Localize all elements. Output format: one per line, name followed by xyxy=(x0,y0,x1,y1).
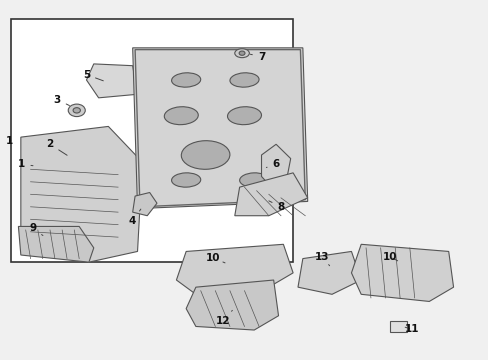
Ellipse shape xyxy=(171,173,200,187)
Polygon shape xyxy=(176,244,292,294)
Text: 4: 4 xyxy=(129,209,141,226)
Text: 13: 13 xyxy=(314,252,329,266)
Text: 12: 12 xyxy=(215,310,232,326)
Text: 1: 1 xyxy=(6,136,14,146)
Text: 2: 2 xyxy=(46,139,67,155)
Ellipse shape xyxy=(171,73,200,87)
Text: 1: 1 xyxy=(18,159,33,169)
Ellipse shape xyxy=(229,73,259,87)
Ellipse shape xyxy=(239,173,268,187)
Polygon shape xyxy=(234,173,307,216)
Text: 5: 5 xyxy=(82,69,103,81)
Ellipse shape xyxy=(68,104,85,117)
Text: 10: 10 xyxy=(205,253,224,263)
Polygon shape xyxy=(132,193,157,216)
Text: 11: 11 xyxy=(404,324,419,334)
Polygon shape xyxy=(389,321,407,332)
Text: 3: 3 xyxy=(54,95,69,105)
Ellipse shape xyxy=(234,49,249,58)
Ellipse shape xyxy=(239,51,244,55)
Text: 6: 6 xyxy=(266,159,279,169)
Polygon shape xyxy=(351,244,453,301)
Polygon shape xyxy=(261,144,290,187)
Polygon shape xyxy=(132,48,307,208)
Ellipse shape xyxy=(164,107,198,125)
Ellipse shape xyxy=(227,107,261,125)
Polygon shape xyxy=(19,226,94,262)
Polygon shape xyxy=(21,126,142,262)
Text: 8: 8 xyxy=(268,201,284,212)
Ellipse shape xyxy=(73,108,80,113)
Polygon shape xyxy=(86,64,137,98)
Polygon shape xyxy=(297,251,361,294)
Text: 9: 9 xyxy=(29,223,43,235)
Ellipse shape xyxy=(181,141,229,169)
Text: 10: 10 xyxy=(382,252,397,262)
Polygon shape xyxy=(186,280,278,330)
FancyBboxPatch shape xyxy=(11,19,292,262)
Text: 7: 7 xyxy=(250,52,264,62)
